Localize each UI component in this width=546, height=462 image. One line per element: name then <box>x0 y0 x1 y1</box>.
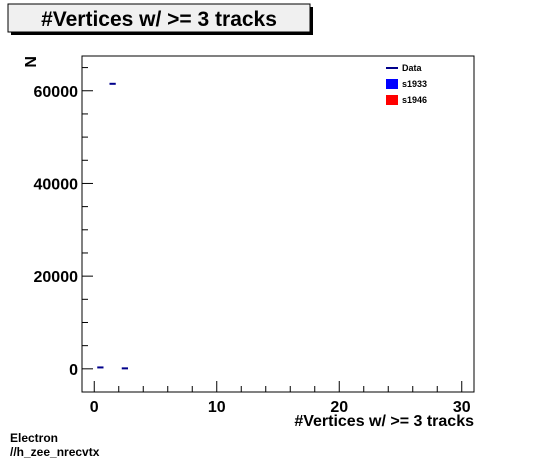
legend-marker <box>386 79 398 89</box>
legend-label: s1933 <box>402 79 427 89</box>
plot-frame <box>81 55 475 393</box>
footer-line-1: Electron <box>10 431 58 445</box>
legend-marker <box>386 95 398 105</box>
footer-line-2: //h_zee_nrecvtx <box>10 445 100 459</box>
legend-label: s1946 <box>402 95 427 105</box>
chart-title: #Vertices w/ >= 3 tracks <box>41 8 277 31</box>
y-axis-label: N <box>23 56 40 68</box>
x-tick-label: 30 <box>453 399 471 416</box>
y-axis: 0 20000 40000 60000 <box>34 67 93 393</box>
x-tick-label: 10 <box>208 399 226 416</box>
x-tick-label: 20 <box>330 399 348 416</box>
legend-label: Data <box>402 63 423 73</box>
y-tick-label: 0 <box>69 362 78 379</box>
data-series <box>97 82 128 370</box>
y-tick-label: 60000 <box>34 84 79 101</box>
x-axis: 0 10 20 30 <box>90 381 471 416</box>
x-axis-label: #Vertices w/ >= 3 tracks <box>294 413 474 430</box>
x-tick-label: 0 <box>90 399 99 416</box>
y-tick-label: 40000 <box>34 176 79 193</box>
title-box <box>7 3 311 33</box>
legend: Data s1933 s1946 <box>386 63 427 105</box>
y-tick-label: 20000 <box>34 269 79 286</box>
